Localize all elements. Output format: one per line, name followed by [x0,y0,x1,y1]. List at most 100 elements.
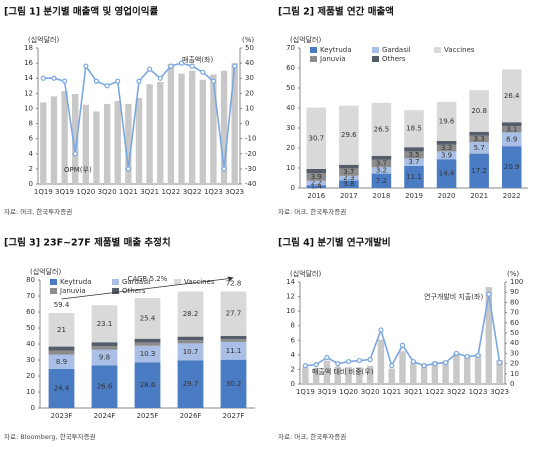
line-marker [378,327,384,333]
y-tick-label: 12 [286,293,295,301]
legend-label: Others [382,55,406,63]
bar-segment [501,122,522,127]
x-tick-label: 2025F [137,412,159,420]
y-tick-label: 70 [26,292,35,300]
y-tick-label: 60 [286,64,295,72]
bar [199,79,206,184]
arrow-head [227,276,234,282]
y-tick-label: 40 [286,104,295,112]
legend-label: Januvia [59,287,86,295]
y-tick-label: 0 [291,380,295,388]
legend-label: Januvia [319,55,346,63]
bar-segment [220,359,247,408]
y2-tick-label: 30 [245,74,254,82]
bar [40,102,47,184]
bar-segment [177,343,204,361]
x-tick-label: 3Q19 [318,388,337,396]
line-marker [221,166,227,172]
line-marker [486,291,492,297]
x-tick-label: 3Q21 [404,388,423,396]
y2-tick-label: 20 [510,360,519,368]
x-tick-label: 2024F [94,412,116,420]
data-label: 3.1 [506,125,517,133]
bar-segment [220,339,247,342]
y2-tick-label: 0 [510,380,514,388]
y-tick-label: 4 [291,351,296,359]
bar-segment [404,147,424,152]
y-tick-label: 2 [291,365,295,373]
y-unit: (십억달러) [30,267,61,276]
data-label: 26.5 [374,125,390,133]
chart-title: [그림 4] 분기별 연구개발비 [278,237,391,249]
source-note: 자료: 머크, 한국투자증권 [278,207,346,216]
data-label: 24.4 [54,384,70,392]
x-tick-label: 1Q22 [161,188,180,196]
data-label: 3.8 [343,180,354,188]
bar [356,367,363,384]
bar-segment [404,110,424,148]
y-unit: (십억달러) [290,269,321,278]
bar [210,74,217,184]
bar-segment [469,153,489,188]
bar-segment [306,169,327,173]
data-label: 23.1 [97,320,113,328]
source-note: 자료: 머크, 한국투자증권 [4,207,72,216]
x-tick-label: 1Q19 [34,188,53,196]
y-tick-label: 8 [291,322,295,330]
data-label: 18.5 [406,125,422,133]
data-label: 20.9 [504,163,520,171]
x-tick-label: 2026F [180,412,202,420]
line-marker [432,361,438,367]
bar-segment [306,107,327,169]
y-tick-label: 20 [286,144,295,152]
legend-label: Vaccines [444,46,475,54]
data-label: 26.4 [504,92,520,100]
x-tick-label: 2016 [307,192,325,200]
bar [323,360,331,384]
line-marker [410,358,416,365]
bar-segment [501,69,522,123]
chart-title: [그림 1] 분기별 매출액 및 영업이익률 [4,6,158,18]
y-tick-label: 60 [26,308,35,316]
data-label: 14.4 [439,170,455,178]
bar-segment [48,312,75,347]
y2-tick-label: 70 [510,309,519,317]
data-label: 28.6 [140,381,156,389]
bar [366,365,374,384]
x-tick-label: 3Q22 [183,188,202,196]
bar-segment [339,175,359,181]
y-tick-label: 10 [26,388,35,396]
bar-segment [48,350,75,355]
bar-segment [91,305,118,343]
line-marker [497,359,503,366]
bar [388,368,395,384]
y-tick-label: 70 [286,44,295,52]
x-tick-label: 1Q22 [425,388,444,396]
y-tick-label: 6 [291,336,296,344]
line-marker [115,78,121,84]
line-marker [313,362,319,368]
bar-segment [134,342,161,346]
data-label: 3.2 [376,166,387,174]
bar-segment [371,173,392,188]
y-tick-label: 16 [24,59,33,67]
bar-segment [436,101,457,141]
line-marker [443,359,449,366]
bar-segment [177,291,204,337]
data-label: 30.7 [308,134,324,142]
y-tick-label: 0 [29,180,33,188]
source-note: 자료: 머크, 한국투자증권 [278,432,346,441]
bar-segment [91,365,118,408]
legend-label: Gardasil [122,278,151,286]
chart-title: [그림 3] 23F~27F 제품별 매출 추정치 [4,237,171,249]
bar-segment [436,141,457,145]
bar [157,82,164,184]
bar [431,361,439,384]
bar [334,366,341,384]
bar [464,355,471,384]
bar-segment [177,360,204,408]
bar [410,362,417,384]
bar-segment [134,298,161,339]
data-label: 7.2 [376,177,387,185]
data-label: 28.2 [183,310,199,318]
